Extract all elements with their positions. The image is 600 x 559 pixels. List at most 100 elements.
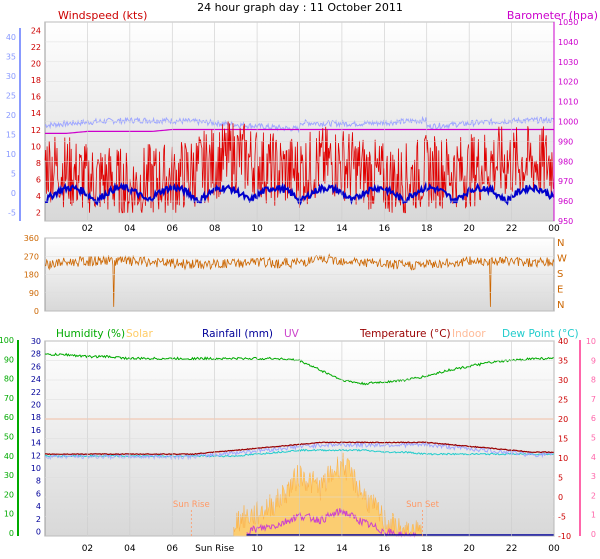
x-tick-label: 22 [506,544,517,554]
x-tick-label: 00 [548,224,560,234]
windspeed-tick-label: 10 [31,142,41,151]
x-tick-label: 02 [82,544,93,554]
barometer-tick-label: 1040 [558,38,578,47]
windspeed-tick-label: 14 [31,109,41,118]
rainfall-tick-label: 20 [31,401,41,410]
rainfall-tick-label: 8 [36,477,41,486]
windspeed-tick-label: 18 [31,76,41,85]
legend-item: Temperature (°C) [359,328,451,340]
barometer-label: Barometer (hpa) [507,9,598,22]
barometer-tick-label: 1020 [558,78,578,87]
barometer-tick-label: 1010 [558,98,578,107]
uv-tick-label: 2 [591,491,596,500]
humidity-tick-label: 90 [4,355,14,364]
windspeed-tick-label: 24 [31,26,41,35]
outer-tick-label: 40 [6,33,16,42]
x-tick-label: 04 [124,544,136,554]
rainfall-tick-label: 18 [31,413,41,422]
temperature-tick-label: 10 [558,454,568,463]
rainfall-tick-label: 2 [36,515,41,524]
uv-series-line [246,508,417,538]
wind-axes: 02 04 06 08 10 12 14 16 18 20 22 001050104010301020… [6,18,579,234]
direction-tick-label: 90 [29,289,39,298]
windspeed-tick-label: 6 [36,176,41,185]
solar-series-area [233,452,423,537]
legend-item: Solar [126,328,153,340]
x-tick-label: 00 [548,544,560,554]
compass-label: N [557,300,564,311]
uv-tick-label: 6 [591,414,596,423]
temperature-tick-label: 20 [558,415,568,424]
temperature-tick-label: 30 [558,376,568,385]
humidity-tick-label: 30 [4,471,14,480]
outer-tick-label: 30 [6,72,16,81]
rainfall-tick-label: 12 [31,451,41,460]
humidity-tick-label: 0 [9,529,14,538]
x-tick-label: 12 [294,544,305,554]
x-tick-label: 16 [379,224,391,234]
x-tick-label: 10 [251,224,263,234]
humidity-tick-label: 80 [4,375,14,384]
x-tick-label: 06 [167,224,179,234]
direction-tick-label: 0 [34,307,39,316]
temperature-tick-label: 0 [558,493,563,502]
x-tick-label: 16 [379,544,391,554]
windspeed-tick-label: 2 [36,209,41,218]
uv-tick-label: 3 [591,472,596,481]
x-tick-label: 18 [421,544,433,554]
barometer-tick-label: 1000 [558,118,578,127]
x-tick-label: Sun Rise [195,544,234,554]
legend-item: Indoor [452,328,486,340]
rainfall-tick-label: 10 [31,464,41,473]
direction-tick-label: 270 [24,252,39,261]
temperature-tick-label: 25 [558,396,568,405]
climate-panel: Humidity (%) Solar Rainfall (mm) UV Temperat… [0,328,596,554]
windspeed-tick-label: 12 [31,126,41,135]
chart-title: 24 hour graph day : 11 October 2011 [197,1,403,14]
windspeed-tick-label: 4 [36,192,41,201]
direction-tick-label: 180 [24,271,39,280]
temperature-tick-label: 40 [558,337,568,346]
x-tick-label: 18 [421,224,433,234]
x-tick-label: 08 [209,224,221,234]
x-tick-label: 12 [294,224,305,234]
x-tick-label: 14 [336,224,348,234]
legend-item: Rainfall (mm) [202,328,273,340]
legend-item: UV [284,328,300,340]
humidity-tick-label: 60 [4,413,14,422]
humidity-tick-label: 40 [4,452,14,461]
windspeed-label: Windspeed (kts) [58,9,147,22]
barometer-tick-label: 990 [558,137,573,146]
compass-label: S [557,269,563,280]
x-tick-label: 06 [167,544,179,554]
uv-tick-label: 9 [591,356,596,365]
barometer-tick-label: 980 [558,157,573,166]
uv-tick-label: 4 [591,453,596,462]
uv-tick-label: 7 [591,395,596,404]
outer-tick-label: 25 [6,92,16,101]
compass-label: W [557,254,567,265]
humidity-tick-label: 20 [4,490,14,499]
temperature-tick-label: -10 [558,532,571,541]
rainfall-tick-label: 4 [36,502,41,511]
climate-legend: Humidity (%) Solar Rainfall (mm) UV Temperat… [56,328,579,340]
x-tick-label: 14 [336,544,348,554]
barometer-tick-label: 1050 [558,18,578,27]
x-tick-label: 10 [251,544,263,554]
rainfall-tick-label: 14 [31,439,41,448]
uv-tick-label: 5 [591,434,596,443]
x-tick-label: 04 [124,224,136,234]
rainfall-tick-label: 16 [31,426,41,435]
x-tick-label: 20 [463,224,475,234]
uv-tick-label: 8 [591,376,596,385]
x-tick-label: 22 [506,224,517,234]
windspeed-tick-label: 22 [31,43,41,52]
compass-label: N [557,238,564,249]
compass-label: E [557,285,563,296]
sun-marker-label: Sun Rise [173,500,210,510]
outer-tick-label: 5 [11,170,16,179]
